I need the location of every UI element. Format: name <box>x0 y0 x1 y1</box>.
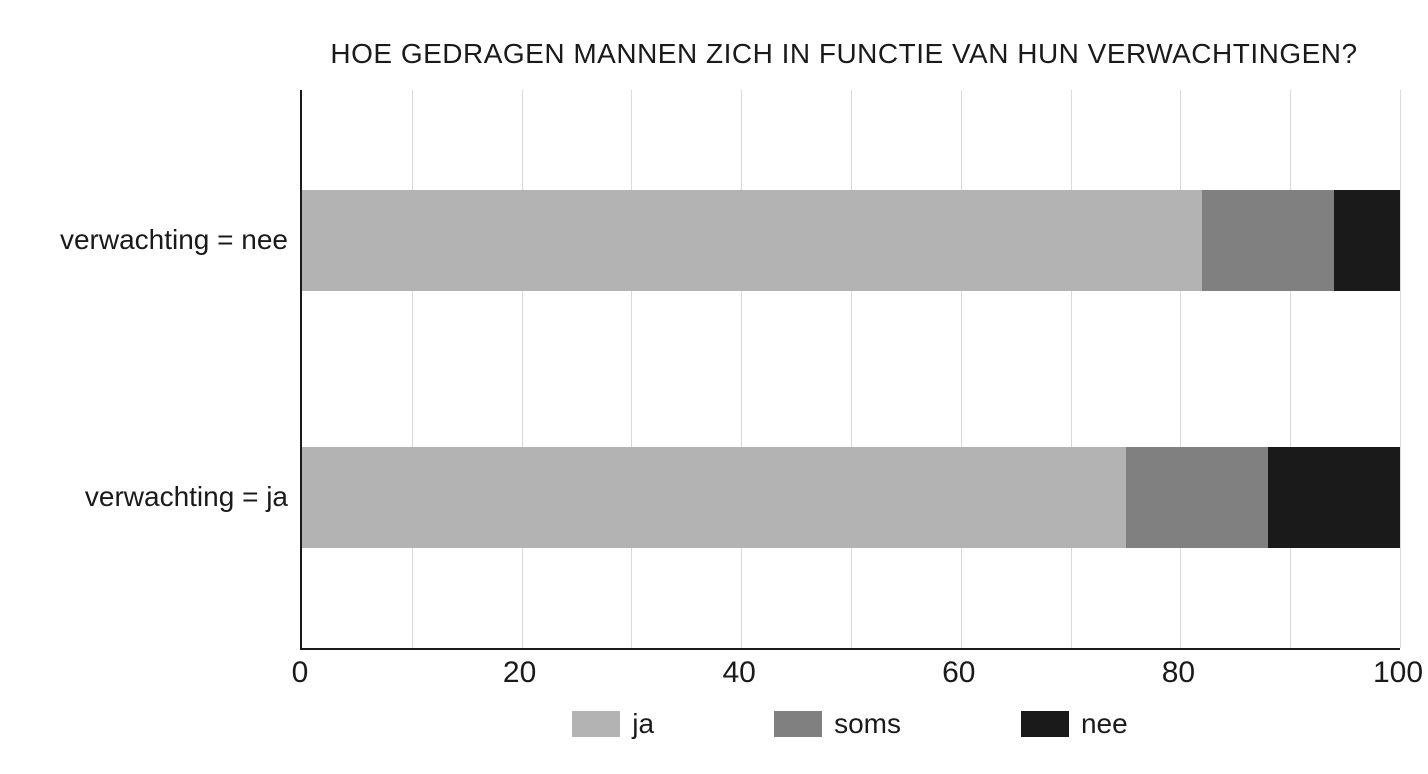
x-tick-60: 60 <box>942 656 975 690</box>
bar-row-verwachting_ja <box>302 447 1400 547</box>
legend-item-soms: soms <box>774 708 901 740</box>
grid-line <box>741 90 742 648</box>
grid-line <box>1290 90 1291 648</box>
bar-seg-verwachting_ja-ja <box>302 447 1126 547</box>
grid-line <box>631 90 632 648</box>
grid-line <box>1400 90 1401 648</box>
bar-seg-verwachting_nee-nee <box>1334 190 1400 290</box>
bar-seg-verwachting_ja-soms <box>1126 447 1269 547</box>
legend-swatch-ja <box>572 711 620 737</box>
x-tick-40: 40 <box>723 656 756 690</box>
grid-line <box>522 90 523 648</box>
y-label-verwachting_ja: verwachting = ja <box>85 481 288 513</box>
legend-swatch-soms <box>774 711 822 737</box>
legend-label-ja: ja <box>632 708 654 740</box>
legend-label-soms: soms <box>834 708 901 740</box>
x-tick-0: 0 <box>292 656 309 690</box>
grid-line <box>961 90 962 648</box>
grid-line <box>412 90 413 648</box>
legend-swatch-nee <box>1021 711 1069 737</box>
grid-line <box>851 90 852 648</box>
y-label-verwachting_nee: verwachting = nee <box>60 224 288 256</box>
legend-label-nee: nee <box>1081 708 1128 740</box>
x-tick-100: 100 <box>1373 656 1423 690</box>
chart-title: HOE GEDRAGEN MANNEN ZICH IN FUNCTIE VAN … <box>300 38 1388 70</box>
grid-line <box>1071 90 1072 648</box>
bar-seg-verwachting_nee-soms <box>1202 190 1334 290</box>
x-tick-80: 80 <box>1162 656 1195 690</box>
grid-line <box>1180 90 1181 648</box>
plot-area <box>300 90 1400 650</box>
legend: ja soms nee <box>300 708 1400 740</box>
bar-seg-verwachting_nee-ja <box>302 190 1202 290</box>
x-tick-20: 20 <box>503 656 536 690</box>
bar-row-verwachting_nee <box>302 190 1400 290</box>
chart-container: HOE GEDRAGEN MANNEN ZICH IN FUNCTIE VAN … <box>0 0 1428 774</box>
legend-item-nee: nee <box>1021 708 1128 740</box>
legend-item-ja: ja <box>572 708 654 740</box>
bar-seg-verwachting_ja-nee <box>1268 447 1400 547</box>
